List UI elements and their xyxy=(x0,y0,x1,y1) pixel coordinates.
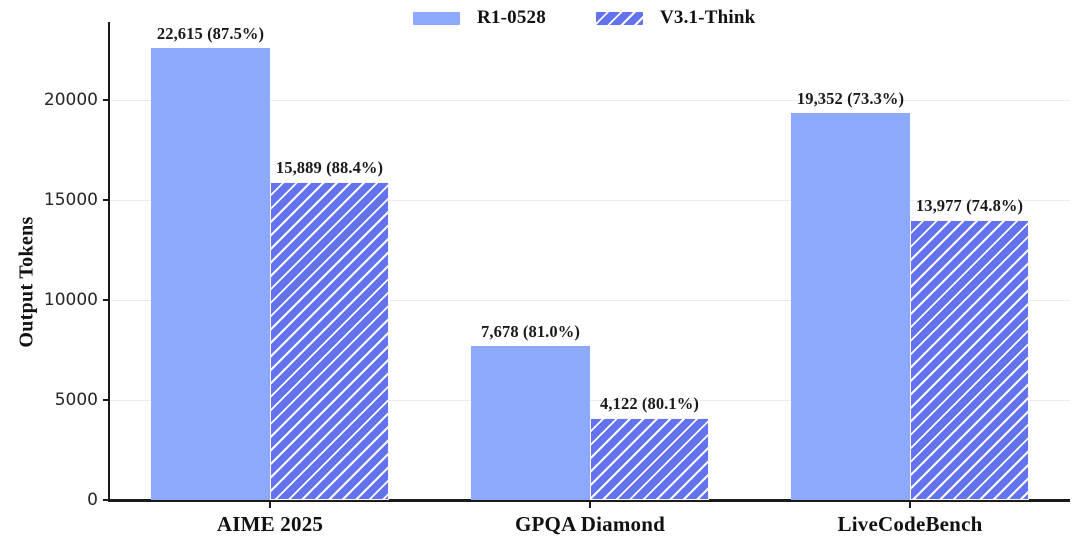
y-axis-label: Output Tokens xyxy=(15,216,38,348)
gridline xyxy=(110,99,1070,101)
x-category-label: GPQA Diamond xyxy=(514,512,666,536)
x-category-label: AIME 2025 xyxy=(216,512,324,536)
legend-item-v31-think: V3.1-Think xyxy=(595,7,756,29)
y-axis-spine xyxy=(108,22,110,500)
bar-R1-0528-AIME 2025 xyxy=(151,47,270,500)
y-tick-label: 10000 xyxy=(43,290,98,310)
x-tick-mark xyxy=(269,500,271,508)
x-tick-mark xyxy=(909,500,911,508)
y-tick-mark xyxy=(103,399,110,401)
legend: R1-0528 V3.1-Think xyxy=(413,7,755,29)
bar-V3.1-Think-LiveCodeBench xyxy=(910,220,1029,500)
x-category-label: LiveCodeBench xyxy=(837,512,983,536)
bar-V3.1-Think-AIME 2025 xyxy=(270,182,389,500)
bar-value-label: 22,615 (87.5%) xyxy=(156,23,265,43)
y-tick-mark xyxy=(103,499,110,501)
x-tick-mark xyxy=(589,500,591,508)
gridline xyxy=(110,299,1070,301)
y-tick-mark xyxy=(103,199,110,201)
y-tick-label: 15000 xyxy=(43,190,98,210)
bar-value-label: 4,122 (80.1%) xyxy=(600,393,699,413)
y-tick-label: 5000 xyxy=(54,390,98,410)
bar-value-label: 15,889 (88.4%) xyxy=(275,158,384,178)
bar-value-label: 13,977 (74.8%) xyxy=(915,196,1024,216)
legend-swatch-solid xyxy=(413,11,460,25)
legend-label: R1-0528 xyxy=(477,7,546,28)
x-axis-line xyxy=(108,499,1070,502)
y-tick-label: 0 xyxy=(87,490,98,510)
gridline xyxy=(110,399,1070,401)
legend-label: V3.1-Think xyxy=(659,7,756,28)
bar-value-label: 19,352 (73.3%) xyxy=(796,88,905,108)
y-tick-mark xyxy=(103,99,110,101)
bar-R1-0528-LiveCodeBench xyxy=(791,112,910,500)
bar-value-label: 7,678 (81.0%) xyxy=(481,322,580,342)
bar-V3.1-Think-GPQA Diamond xyxy=(590,417,709,500)
y-tick-label: 20000 xyxy=(43,90,98,110)
y-tick-mark xyxy=(103,299,110,301)
legend-item-r1-0528: R1-0528 xyxy=(413,7,546,29)
gridline xyxy=(110,199,1070,201)
bar-R1-0528-GPQA Diamond xyxy=(471,346,590,500)
legend-swatch-hatched xyxy=(595,11,643,25)
